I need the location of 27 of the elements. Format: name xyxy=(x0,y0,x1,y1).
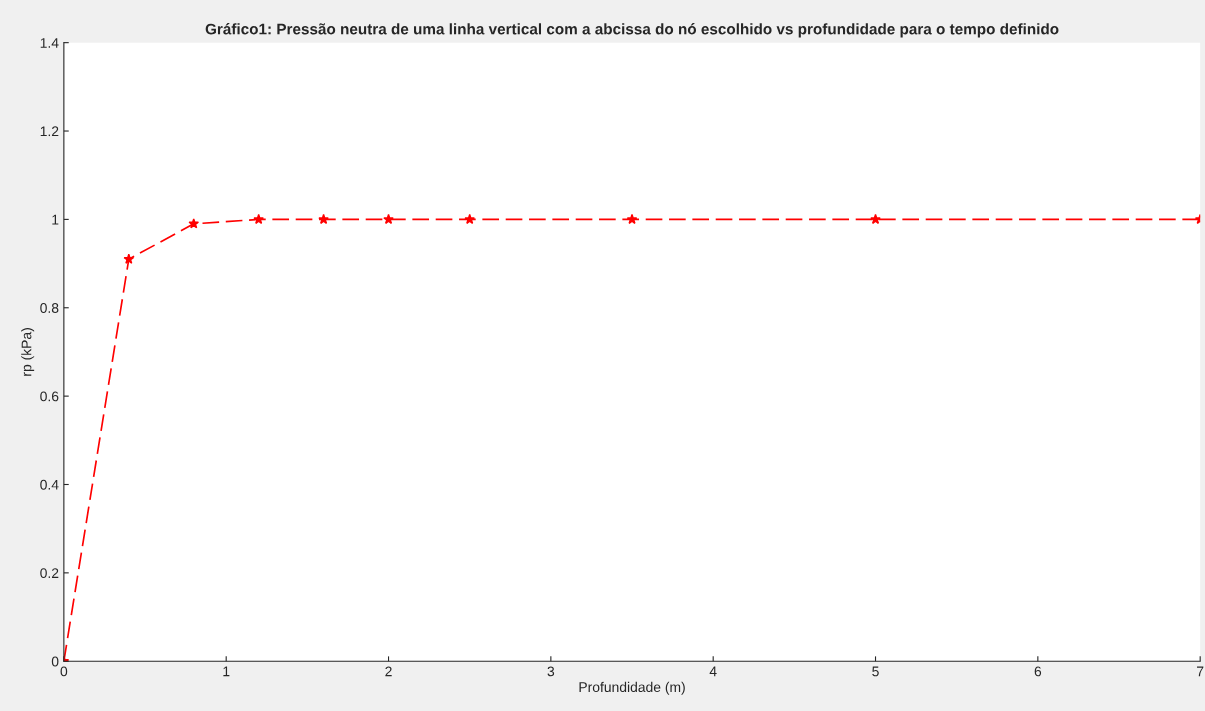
y-tick-label: 0 xyxy=(51,656,59,667)
x-axis-title: Profundidade (m) xyxy=(579,681,685,695)
y-tick-label: 0.6 xyxy=(40,391,59,402)
x-tick-label: 0 xyxy=(60,666,68,677)
y-tick-label: 0.4 xyxy=(40,479,59,490)
y-axis-title: rp (kPa) xyxy=(21,328,35,376)
point xyxy=(253,213,264,225)
y-tick-label: 0.8 xyxy=(40,303,59,313)
point xyxy=(626,213,638,225)
x-tick-label: 3 xyxy=(547,666,555,677)
x-tick-label: 1 xyxy=(223,666,230,677)
point xyxy=(870,213,881,225)
y-tick-label: 0.2 xyxy=(40,568,59,579)
y-tick-label: 1 xyxy=(52,214,59,225)
point xyxy=(383,213,394,225)
chart-title: Gráfico1: Pressão neutra de uma linha vertical com a abcissa do nó escolhido vs profundidade para o tempo definido xyxy=(205,23,1059,38)
x-tick-label: 5 xyxy=(872,666,879,677)
point xyxy=(318,213,329,225)
x-tick-label: 7 xyxy=(1197,666,1204,677)
y-tick-label: 1.4 xyxy=(40,38,59,48)
x-tick-label: 4 xyxy=(709,666,717,677)
y-tick-label: 1.2 xyxy=(40,126,59,137)
point xyxy=(464,213,476,225)
x-tick-label: 2 xyxy=(385,666,392,677)
x-tick-label: 6 xyxy=(1034,666,1042,677)
point xyxy=(123,253,135,264)
point xyxy=(188,218,200,229)
